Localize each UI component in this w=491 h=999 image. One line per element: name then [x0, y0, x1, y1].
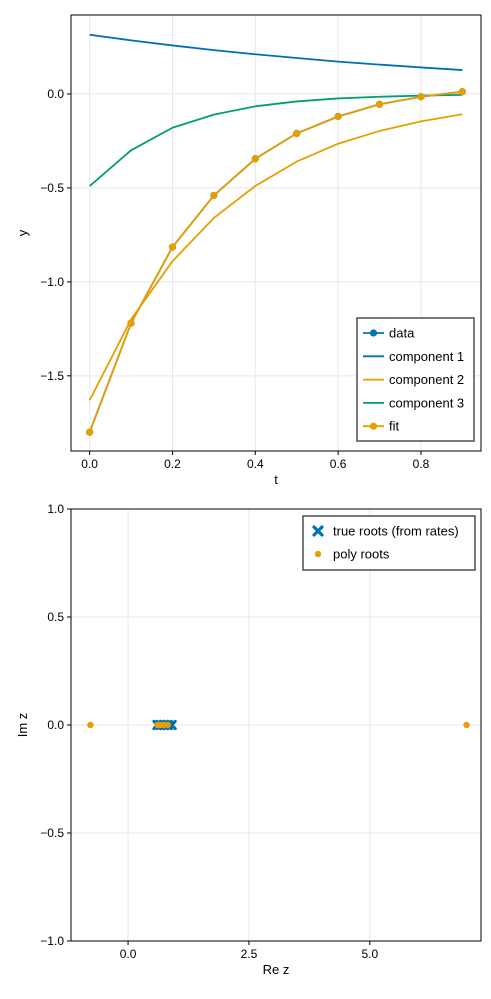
legend-entry: component 2: [363, 372, 464, 387]
x-marker-stroke: [312, 525, 324, 537]
data-point-fit: [127, 319, 135, 327]
x-tick-label: 0.0: [81, 457, 98, 471]
data-point-fit: [417, 93, 425, 101]
legend-box: [302, 515, 476, 571]
data-point-fit: [251, 155, 259, 163]
y-tick-label: 1.0: [47, 502, 64, 516]
legend-entry: poly roots: [314, 547, 390, 562]
plot-area: [86, 33, 466, 436]
y-axis-label: y: [15, 229, 30, 236]
y-tick-label: 0.5: [47, 610, 64, 624]
legend-swatch-marker: [369, 329, 378, 337]
x-axis-label: Re z: [263, 962, 290, 977]
legend-label: fit: [389, 419, 400, 434]
series-line-component-3: [89, 93, 463, 187]
x-tick-label: 0.4: [247, 457, 264, 471]
data-point-fit: [86, 428, 94, 436]
y-axis-label: Im z: [15, 713, 30, 738]
x-tick-label: 0.6: [330, 457, 347, 471]
data-point-fit: [334, 112, 342, 121]
poly-root-marker: [463, 721, 470, 729]
chart-signal-components: 0.0 0.2 0.4 0.6 0.8 0.0 −0.5 −1.0 −1.5 t y data comp…: [15, 14, 482, 487]
y-tick-label: −0.5: [40, 826, 64, 840]
series-line-component-2: [88, 113, 463, 401]
legend-swatch-marker: [369, 422, 378, 430]
series-line-fit: [88, 90, 463, 433]
legend-label: component 3: [389, 395, 464, 410]
legend-label: data: [389, 326, 415, 341]
legend-label: component 1: [389, 349, 464, 364]
data-point-fit: [210, 191, 218, 200]
axes-frame: [70, 14, 482, 452]
legend-label: poly roots: [333, 547, 390, 562]
legend-entry: component 1: [363, 349, 464, 364]
x-tick-label: 5.0: [361, 947, 378, 961]
y-tick-label: −1.0: [40, 934, 64, 948]
x-tick-label: 0.0: [120, 947, 137, 961]
legend: true roots (from rates) poly roots: [302, 515, 476, 571]
poly-root-marker: [164, 721, 171, 729]
legend-label: component 2: [389, 372, 464, 387]
y-tick-label: −0.5: [40, 181, 64, 195]
x-tick-label: 2.5: [241, 947, 258, 961]
data-point-fit: [375, 100, 384, 108]
poly-root-marker: [87, 721, 94, 729]
y-tick-label: −1.0: [40, 275, 64, 289]
data-point-fit: [458, 88, 466, 96]
legend-label: true roots (from rates): [333, 524, 459, 539]
legend-entry: true roots (from rates): [312, 524, 459, 539]
plot-area: [87, 719, 470, 731]
x-tick-label: 0.2: [164, 457, 181, 471]
y-tick-label: 0.0: [47, 87, 64, 101]
series-line-component-1: [89, 33, 463, 71]
data-point-fit: [293, 129, 301, 137]
y-tick-label: 0.0: [47, 718, 64, 732]
chart-roots-complex-plane: 0.0 2.5 5.0 1.0 0.5 0.0 −0.5 −1.0 Re z Im z true r…: [15, 502, 482, 977]
legend: data component 1 component 2 component 3 fit: [356, 317, 475, 442]
data-point-fit: [168, 243, 177, 251]
legend-swatch-marker: [314, 550, 322, 558]
x-tick-label: 0.8: [413, 457, 430, 471]
legend-swatch-marker: [312, 525, 324, 537]
x-axis-label: t: [274, 472, 278, 487]
y-tick-label: −1.5: [40, 369, 64, 383]
legend-entry: data: [363, 326, 415, 341]
legend-entry: component 3: [363, 395, 464, 410]
legend-entry: fit: [363, 419, 400, 434]
